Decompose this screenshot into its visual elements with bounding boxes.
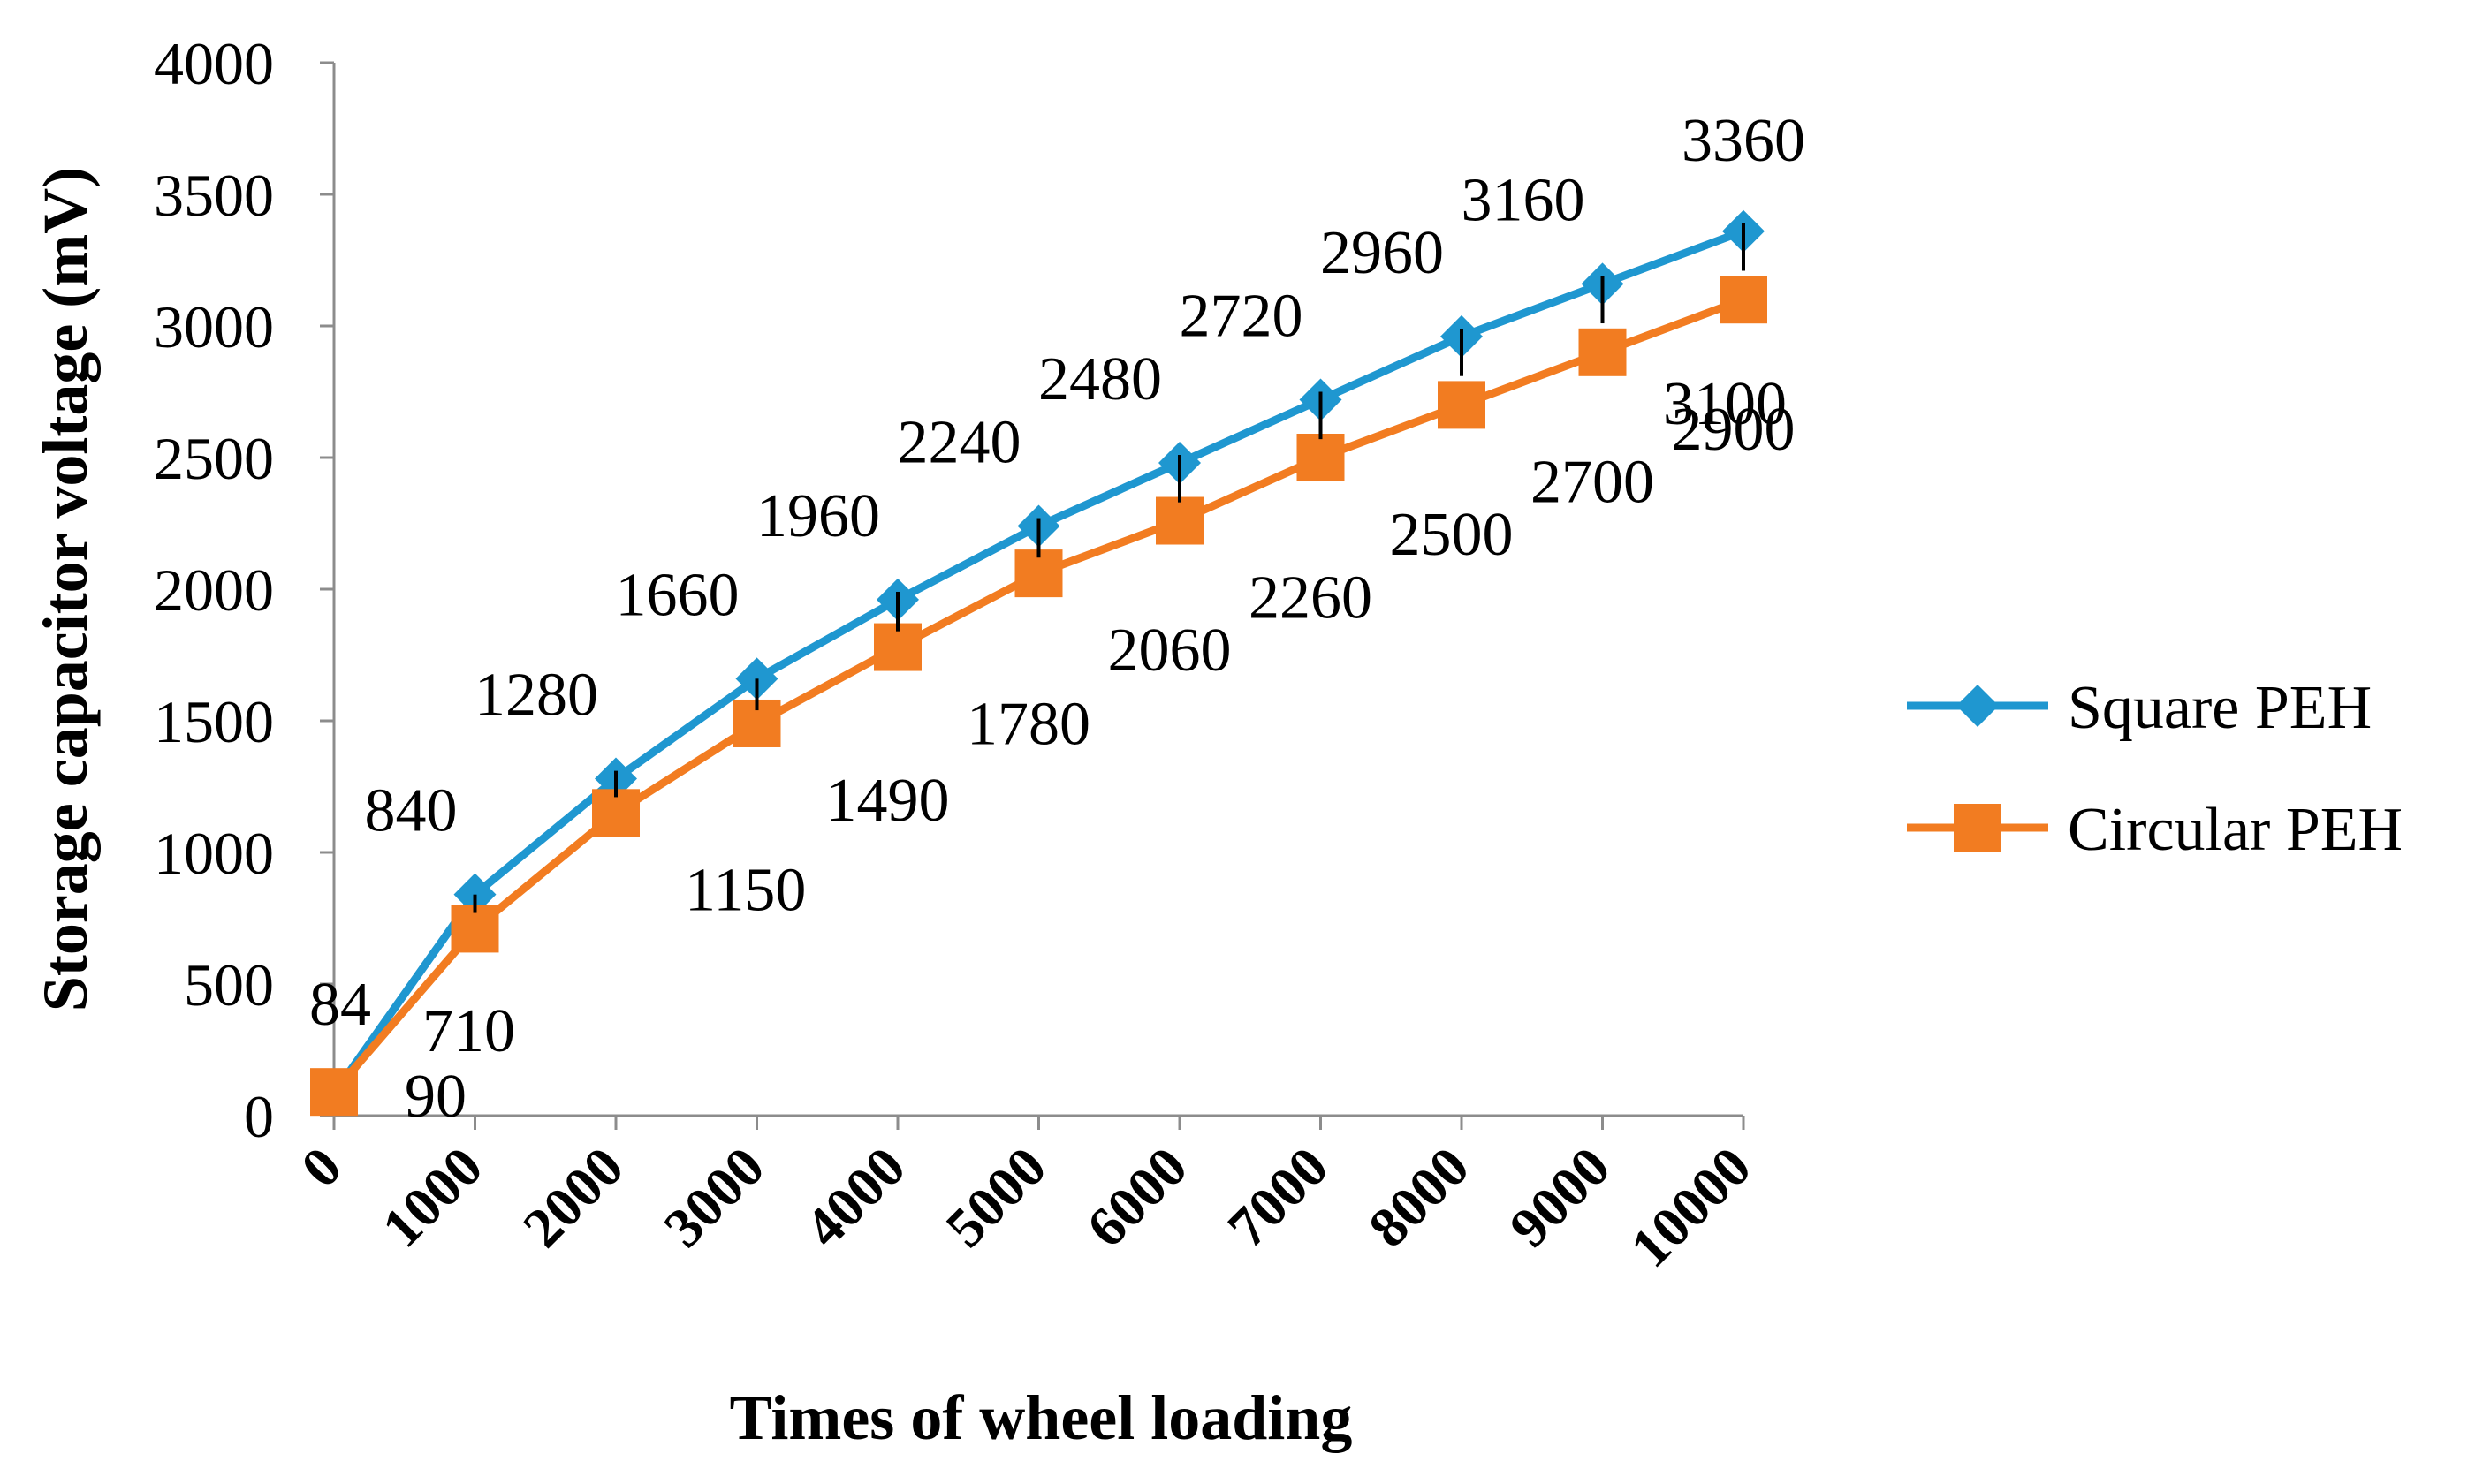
y-tick-label: 4000	[154, 30, 274, 97]
y-tick-label: 1500	[154, 688, 274, 755]
legend-label: Square PEH	[2068, 674, 2372, 742]
data-label-circular: 3100	[1663, 370, 1787, 438]
y-axis-title: Storage capacitor voltage (mV)	[30, 167, 101, 1011]
x-tick-label: 3000	[652, 1135, 777, 1260]
data-label-square: 3160	[1462, 166, 1585, 234]
legend-label: Circular PEH	[2068, 796, 2403, 864]
data-point	[1156, 496, 1204, 545]
data-label-circular: 710	[422, 997, 515, 1065]
y-tick-label: 0	[244, 1083, 274, 1150]
data-point	[1578, 328, 1627, 376]
x-tick-label: 0	[289, 1135, 353, 1200]
x-tick-label: 1000	[370, 1135, 495, 1260]
x-tick-label: 5000	[934, 1135, 1059, 1260]
data-label-square: 3360	[1682, 107, 1805, 175]
legend-swatch-marker	[1956, 685, 1999, 727]
data-label-circular: 2060	[1108, 617, 1232, 685]
x-tick-label: 9000	[1498, 1135, 1622, 1260]
series-markers	[310, 209, 1767, 1117]
x-tick-label: 10000	[1619, 1135, 1763, 1279]
data-label-circular: 1150	[685, 856, 806, 924]
data-label-square: 2240	[898, 408, 1021, 476]
y-tick-label: 2500	[154, 425, 274, 492]
data-point	[1296, 434, 1345, 481]
y-tick-label: 3000	[154, 293, 274, 360]
x-tick-label: 7000	[1216, 1135, 1340, 1260]
data-label-square: 840	[365, 777, 458, 845]
data-label-square: 2960	[1320, 219, 1444, 287]
legend-swatch-marker	[1954, 804, 2001, 852]
data-label-circular: 1780	[967, 691, 1090, 759]
data-label-square: 1280	[475, 662, 598, 730]
data-label-circular: 90	[405, 1063, 467, 1131]
data-label-square: 2480	[1038, 345, 1162, 413]
y-tick-label: 1000	[154, 820, 274, 887]
legend: Square PEH Circular PEH	[1907, 674, 2403, 864]
data-label-circular: 2900	[1672, 396, 1796, 464]
data-point	[1720, 276, 1767, 324]
x-tick-label: 8000	[1356, 1135, 1481, 1260]
x-tick-label: 4000	[793, 1135, 917, 1260]
data-label-square: 1960	[756, 482, 880, 550]
data-label-square: 84	[309, 971, 371, 1039]
data-label-circular: 2700	[1530, 448, 1654, 516]
data-label-square: 2720	[1180, 282, 1303, 350]
data-label-circular: 2500	[1390, 501, 1514, 569]
x-axis-title: Times of wheel loading	[730, 1382, 1353, 1453]
data-label-circular: 2260	[1249, 564, 1372, 632]
x-tick-label: 2000	[511, 1135, 635, 1260]
y-tick-label: 2000	[154, 556, 274, 624]
y-tick-label: 500	[184, 951, 274, 1018]
x-tick-label: 6000	[1074, 1135, 1199, 1260]
y-tick-label: 3500	[154, 162, 274, 229]
data-label-circular: 1490	[826, 767, 950, 835]
data-label-square: 1660	[616, 561, 740, 629]
data-point	[310, 1068, 358, 1117]
data-point	[1438, 381, 1485, 429]
